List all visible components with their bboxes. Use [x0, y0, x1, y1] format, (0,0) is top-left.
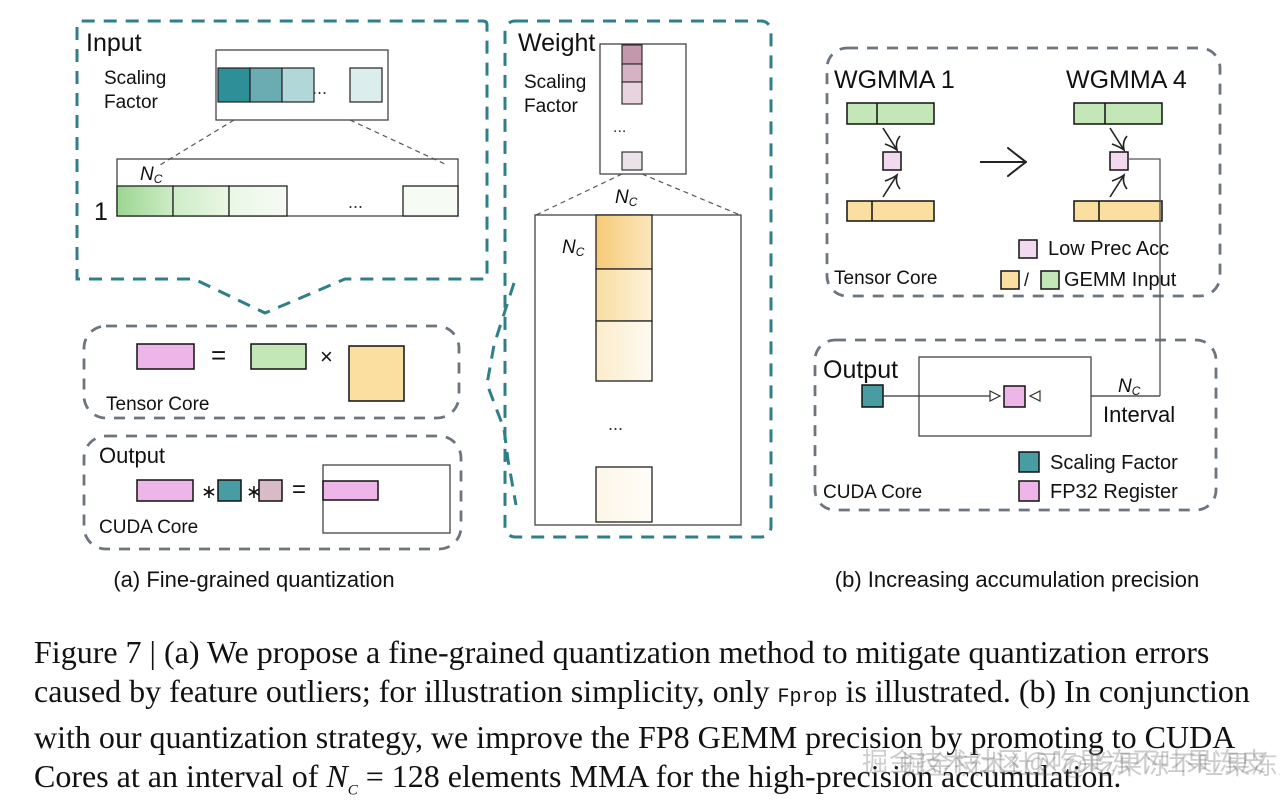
svg-text:∗: ∗ [201, 482, 217, 503]
svg-text:(b) Increasing accumulation pr: (b) Increasing accumulation precision [835, 567, 1199, 592]
svg-text:1: 1 [94, 198, 108, 226]
svg-text:Scaling: Scaling [104, 68, 166, 89]
svg-text:=: = [292, 476, 306, 503]
svg-text:Scaling: Scaling [524, 72, 586, 93]
svg-text:(a) Fine-grained quantization: (a) Fine-grained quantization [113, 567, 394, 592]
svg-text:Weight: Weight [518, 29, 595, 57]
svg-text:Factor: Factor [524, 96, 579, 117]
svg-text:...: ... [312, 78, 327, 98]
svg-text:FP32 Register: FP32 Register [1050, 481, 1178, 503]
svg-text:WGMMA 4: WGMMA 4 [1066, 66, 1187, 94]
svg-text:Scaling Factor: Scaling Factor [1050, 452, 1178, 474]
svg-text:Interval: Interval [1103, 402, 1175, 427]
svg-text:Output: Output [99, 443, 165, 468]
svg-text:Tensor Core: Tensor Core [106, 394, 210, 415]
svg-text:/: / [1024, 270, 1029, 290]
svg-text:...: ... [613, 119, 626, 136]
svg-text:Tensor Core: Tensor Core [834, 268, 938, 289]
svg-text:×: × [320, 344, 333, 369]
svg-text:...: ... [608, 414, 623, 434]
svg-text:...: ... [348, 192, 363, 212]
svg-text:=: = [211, 340, 226, 370]
svg-text:Factor: Factor [104, 92, 159, 113]
svg-text:GEMM Input: GEMM Input [1064, 269, 1177, 291]
svg-text:Low Prec Acc: Low Prec Acc [1048, 238, 1169, 260]
svg-text:WGMMA 1: WGMMA 1 [834, 66, 955, 94]
svg-text:Output: Output [823, 356, 898, 384]
svg-text:CUDA Core: CUDA Core [99, 517, 198, 538]
svg-text:CUDA Core: CUDA Core [823, 482, 922, 503]
svg-text:Input: Input [86, 29, 142, 57]
